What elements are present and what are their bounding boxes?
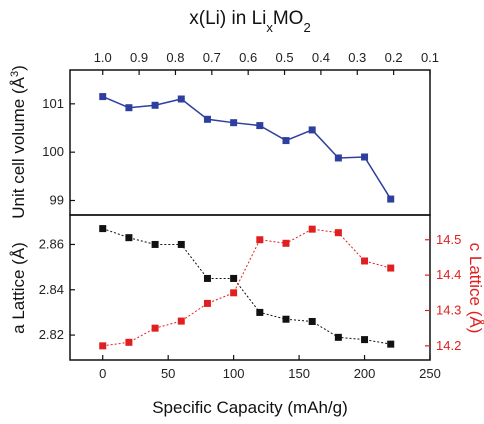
- volume-point: [308, 126, 316, 134]
- top-tick-label: 0.5: [276, 50, 294, 65]
- volume-axis-title: Unit cell volume (Å3): [9, 65, 28, 219]
- c-lattice-point: [282, 239, 290, 247]
- top-tick-label: 0.4: [312, 50, 330, 65]
- top-tick-label: 0.2: [385, 50, 403, 65]
- a-lattice-point: [125, 234, 133, 242]
- c-lattice-tick-label: 14.3: [436, 302, 461, 317]
- a-lattice-point: [282, 315, 290, 323]
- c-lattice-point: [308, 225, 316, 233]
- volume-point: [151, 101, 159, 109]
- x-tick-label: 200: [354, 366, 376, 381]
- x-tick-label: 100: [223, 366, 245, 381]
- top-tick-label: 0.9: [130, 50, 148, 65]
- a-lattice-point: [99, 225, 107, 233]
- c-lattice-point: [125, 338, 133, 346]
- c-lattice-tick-label: 14.2: [436, 338, 461, 353]
- x-axis-title: Specific Capacity (mAh/g): [152, 398, 348, 417]
- c-lattice-point: [256, 236, 264, 244]
- c-lattice-series-line: [102, 228, 391, 347]
- a-lattice-point: [151, 240, 159, 248]
- volume-point: [256, 122, 264, 130]
- volume-tick-label: 100: [42, 144, 64, 159]
- a-lattice-point: [308, 317, 316, 325]
- volume-tick-label: 101: [42, 96, 64, 111]
- a-lattice-point: [256, 308, 264, 316]
- volume-point: [361, 153, 369, 161]
- a-lattice-tick-label: 2.86: [39, 236, 64, 251]
- chart-marks: 0 50 100 150 200 250 1.0 0.9 0.8 0.7 0.6 0.5 0.4 0.3 0…: [39, 50, 462, 381]
- c-lattice-point: [203, 299, 211, 307]
- top-tick-label: 1.0: [94, 50, 112, 65]
- c-lattice-point: [151, 324, 159, 332]
- volume-point: [203, 115, 211, 123]
- top-tick-label: 0.1: [421, 50, 439, 65]
- volume-tick-label: 99: [50, 193, 64, 208]
- a-lattice-point: [361, 336, 369, 344]
- c-lattice-point: [334, 229, 342, 237]
- c-lattice-point: [361, 257, 369, 265]
- volume-axis-title-superscript: 3: [9, 71, 21, 77]
- a-lattice-point: [203, 274, 211, 282]
- top-tick-label: 0.3: [348, 50, 366, 65]
- a-lattice-tick-label: 2.82: [39, 327, 64, 342]
- a-lattice-tick-label: 2.84: [39, 282, 64, 297]
- a-lattice-axis-title: a Lattice (Å): [9, 242, 28, 334]
- a-lattice-point: [177, 240, 185, 248]
- volume-point: [125, 104, 133, 112]
- top-axis-title-subscript-2: 2: [303, 20, 310, 35]
- x-tick-label: 0: [99, 366, 106, 381]
- volume-point: [177, 95, 185, 103]
- c-lattice-point: [387, 264, 395, 272]
- c-lattice-tick-label: 14.5: [436, 232, 461, 247]
- volume-point: [99, 93, 107, 101]
- top-panel-frame: [69, 69, 431, 216]
- c-lattice-point: [230, 289, 238, 297]
- volume-series-line: [102, 95, 392, 200]
- top-tick-label: 0.8: [166, 50, 184, 65]
- c-lattice-tick-label: 14.4: [436, 267, 461, 282]
- bottom-panel-frame: [69, 214, 431, 361]
- top-axis-title-subscript-x: x: [266, 20, 273, 35]
- top-tick-label: 0.6: [239, 50, 257, 65]
- top-axis-title: x(Li) in LixMO2: [189, 8, 310, 35]
- a-lattice-point: [334, 333, 342, 341]
- x-tick-label: 250: [419, 366, 441, 381]
- a-lattice-point: [387, 340, 395, 348]
- c-lattice-point: [177, 317, 185, 325]
- c-lattice-point: [99, 342, 107, 350]
- a-lattice-point: [230, 274, 238, 282]
- a-lattice-series-line: [102, 228, 391, 345]
- volume-point: [282, 137, 290, 145]
- volume-point: [387, 195, 395, 203]
- top-tick-label: 0.7: [203, 50, 221, 65]
- x-tick-label: 150: [288, 366, 310, 381]
- c-lattice-axis-title: c Lattice (Å): [466, 243, 484, 334]
- volume-point: [334, 154, 342, 162]
- volume-point: [230, 119, 238, 127]
- x-tick-label: 50: [161, 366, 175, 381]
